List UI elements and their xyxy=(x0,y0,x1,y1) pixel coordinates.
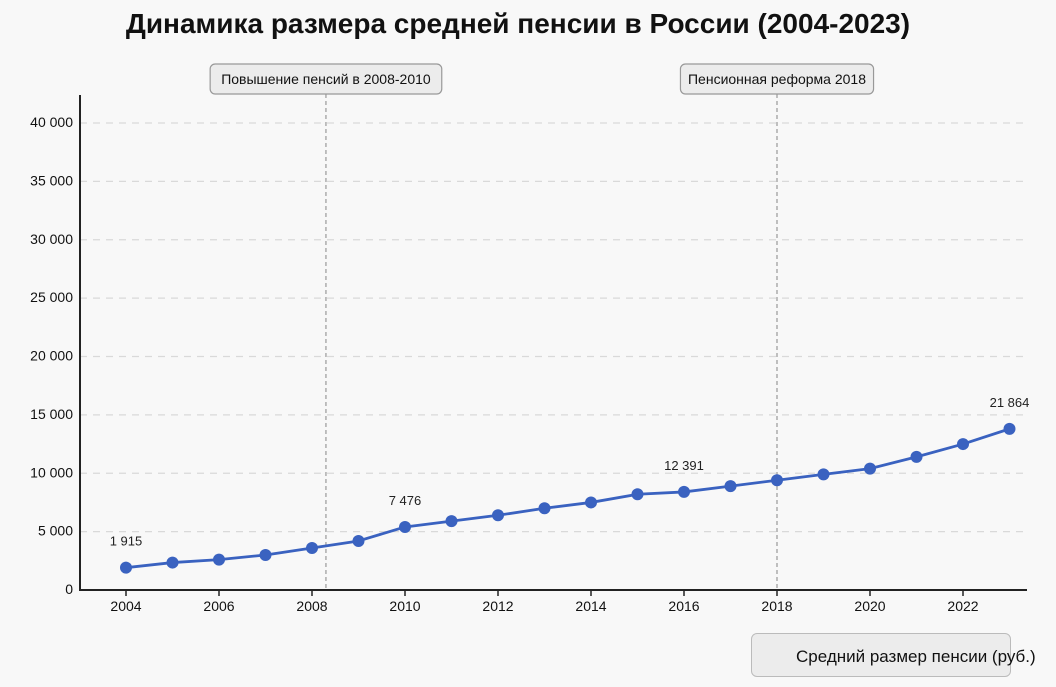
x-tick-label: 2022 xyxy=(947,598,978,614)
data-point xyxy=(864,462,876,475)
data-point xyxy=(724,480,737,493)
data-point xyxy=(817,468,830,481)
data-point xyxy=(399,520,411,533)
legend-label: Средний размер пенсии (руб.) xyxy=(796,647,1036,666)
data-label: 1 915 xyxy=(110,534,143,549)
data-point xyxy=(1003,422,1016,435)
data-point xyxy=(957,438,969,451)
data-point xyxy=(631,488,644,501)
legend-marker xyxy=(762,651,792,661)
annotation-layer: Повышение пенсий в 2008-2010 Пенсионная р… xyxy=(209,63,875,590)
y-tick-label: 15 000 xyxy=(30,406,73,422)
x-tick-label: 2010 xyxy=(389,598,420,614)
annotation-box xyxy=(679,63,875,95)
x-tick-label: 2016 xyxy=(668,598,699,614)
data-point xyxy=(259,548,272,561)
x-tick-label: 2018 xyxy=(761,598,792,614)
data-point xyxy=(492,509,504,522)
data-point xyxy=(213,553,225,566)
grid-layer xyxy=(80,122,1026,533)
axis-layer: 0 5 000 10 000 15 000 20 000 25 000 30 000 35 0… xyxy=(30,95,1027,614)
data-point xyxy=(678,485,690,498)
y-tick-label: 30 000 xyxy=(30,231,73,247)
annotation-label: Пенсионная реформа 2018 xyxy=(688,71,866,87)
annotation-box xyxy=(209,63,443,95)
annotation-label: Повышение пенсий в 2008-2010 xyxy=(221,71,431,87)
data-point xyxy=(166,556,179,569)
y-tick-label: 25 000 xyxy=(30,289,73,305)
x-tick-label: 2004 xyxy=(110,598,141,614)
data-point xyxy=(910,450,923,463)
x-tick-label: 2008 xyxy=(296,598,327,614)
y-tick-label: 5 000 xyxy=(38,523,73,539)
x-tick-label: 2006 xyxy=(203,598,234,614)
data-label: 7 476 xyxy=(389,493,422,508)
y-tick-label: 40 000 xyxy=(30,114,73,130)
series-layer xyxy=(120,422,1016,574)
data-point xyxy=(445,515,458,528)
x-tick-label: 2020 xyxy=(854,598,885,614)
y-tick-label: 20 000 xyxy=(30,348,73,364)
data-point xyxy=(538,502,551,515)
x-tick-label: 2014 xyxy=(575,598,606,614)
data-label: 21 864 xyxy=(990,395,1030,410)
series-line xyxy=(125,427,1010,570)
data-point xyxy=(120,561,132,574)
y-tick-label: 10 000 xyxy=(30,464,73,480)
data-label-layer: 1 915 7 476 12 391 21 864 xyxy=(110,395,1030,549)
x-tick-label: 2012 xyxy=(482,598,513,614)
chart-title: Динамика размера средней пенсии в России… xyxy=(125,8,911,39)
y-tick-label: 35 000 xyxy=(30,172,73,188)
data-point xyxy=(585,496,597,509)
legend: Средний размер пенсии (руб.) xyxy=(751,633,1036,677)
data-point xyxy=(771,474,783,487)
data-point xyxy=(306,541,318,554)
data-point xyxy=(352,534,365,547)
y-tick-label: 0 xyxy=(65,581,73,597)
data-label: 12 391 xyxy=(664,458,704,473)
